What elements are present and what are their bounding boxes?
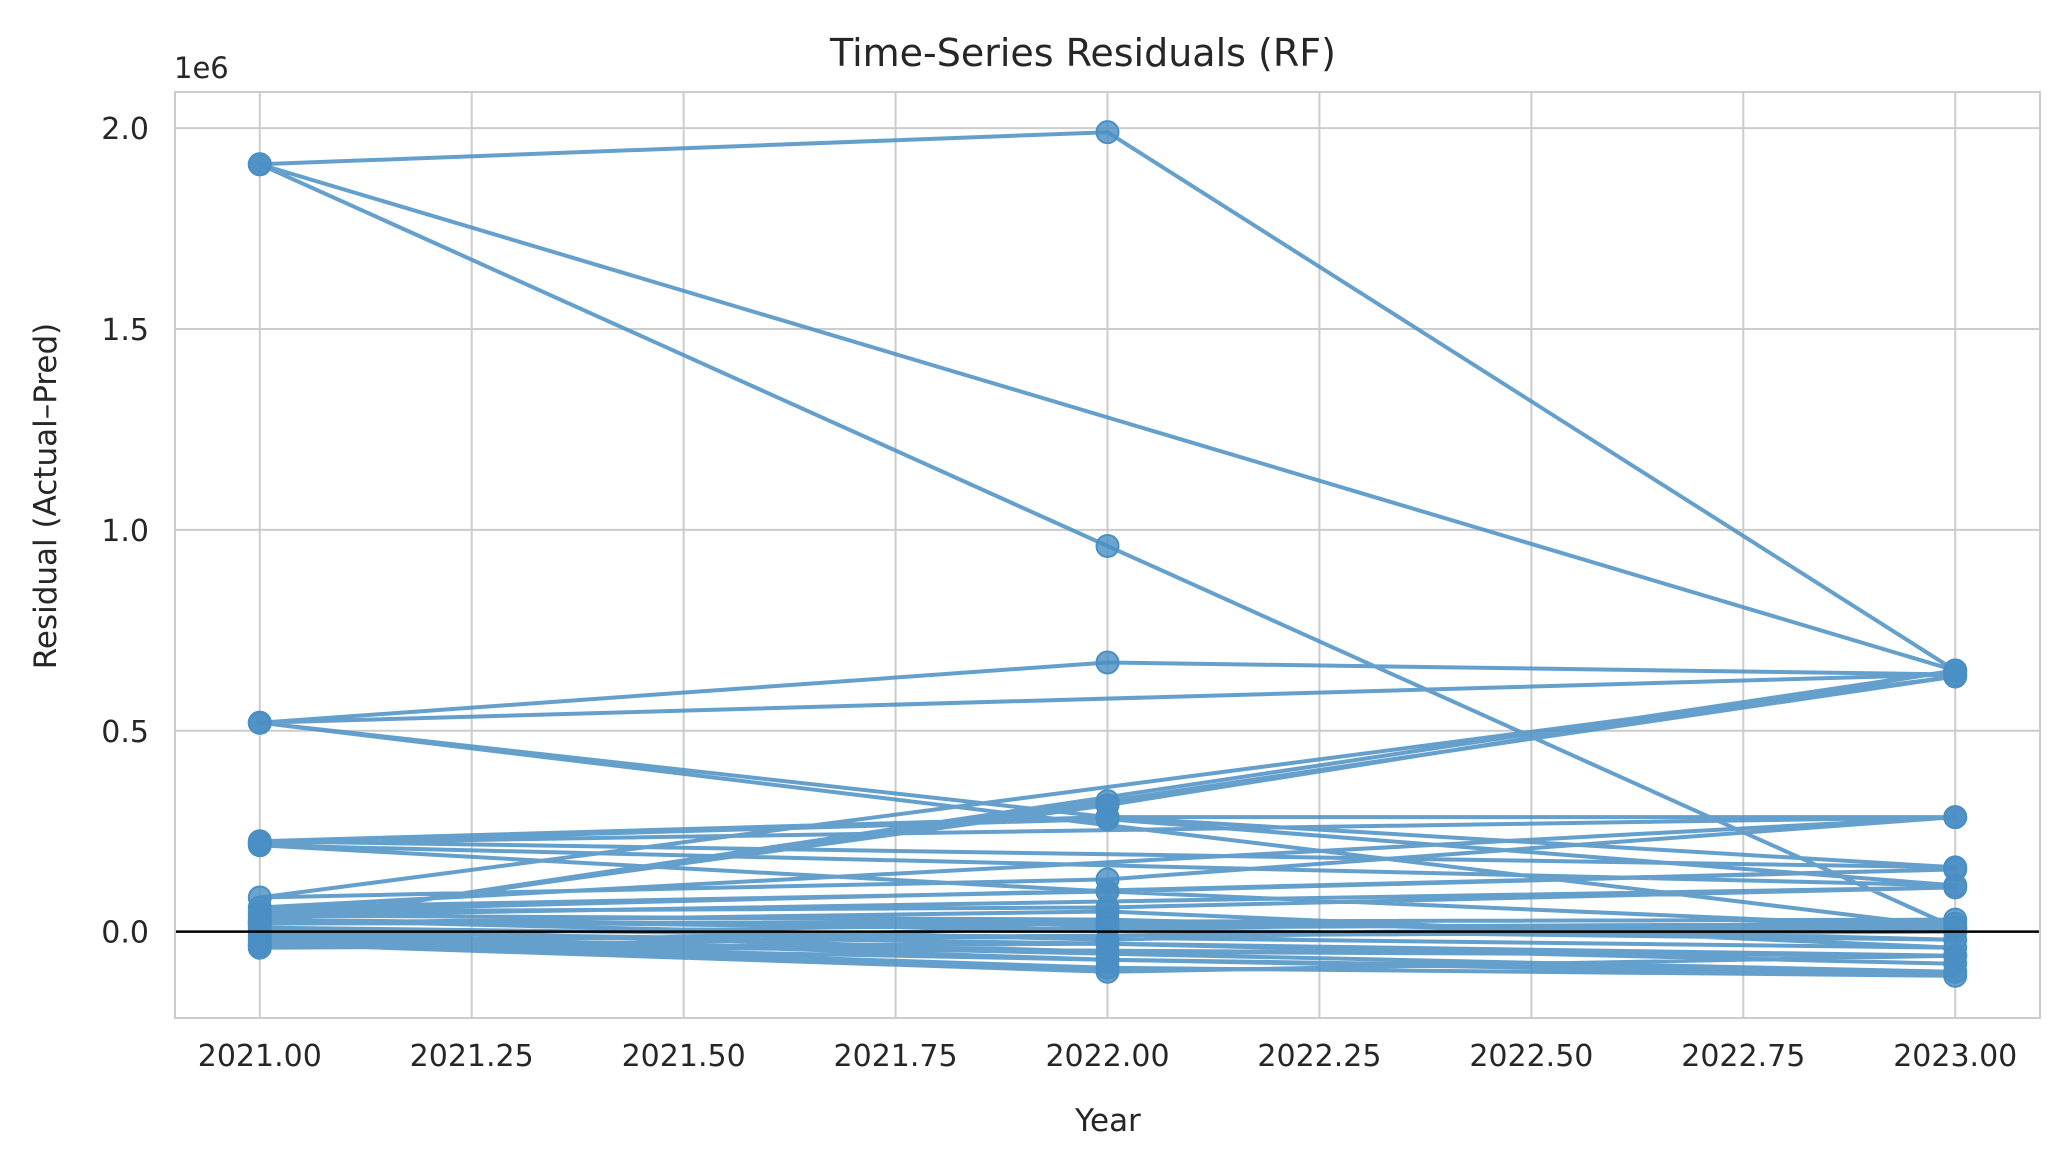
y-offset-label: 1e6 [174,51,229,85]
residual-point [1095,533,1120,558]
x-tick-label: 2022.75 [1681,1039,1805,1074]
residual-point [1943,951,1968,976]
residual-point [1943,805,1968,830]
y-tick-label: 0.5 [101,715,149,750]
x-tick-label: 2022.00 [1045,1039,1169,1074]
x-tick-label: 2021.00 [198,1039,322,1074]
plot-frame [174,91,2041,1019]
x-tick-label: 2021.50 [622,1039,746,1074]
residual-point [1095,931,1120,956]
residual-point [1943,911,1968,936]
tick-labels: 2021.00 2021.25 2021.50 2021.75 2022.00 2022.… [101,112,2017,1074]
y-tick-label: 1.5 [101,313,149,348]
y-tick-label: 2.0 [101,112,149,147]
x-tick-label: 2022.50 [1469,1039,1593,1074]
residual-point [1095,650,1120,675]
residual-point [1943,664,1968,689]
y-tick-label: 1.0 [101,514,149,549]
residual-point [247,935,272,960]
chart-title: Time-Series Residuals (RF) [829,31,1336,75]
x-tick-label: 2021.25 [410,1039,534,1074]
y-axis-label: Residual (Actual–Pred) [28,323,64,670]
residual-point [247,710,272,735]
residual-point [247,152,272,177]
x-tick-label: 2021.75 [834,1039,958,1074]
x-tick-label: 2022.25 [1257,1039,1381,1074]
residual-point [1095,120,1120,145]
x-tick-label: 2023.00 [1893,1039,2017,1074]
residual-point [1095,789,1120,814]
y-tick-label: 0.0 [101,916,149,951]
x-axis-label: Year [1074,1103,1141,1139]
residual-point [1095,959,1120,984]
residual-point [1943,875,1968,900]
residual-point [247,833,272,858]
residual-series [247,120,1968,988]
